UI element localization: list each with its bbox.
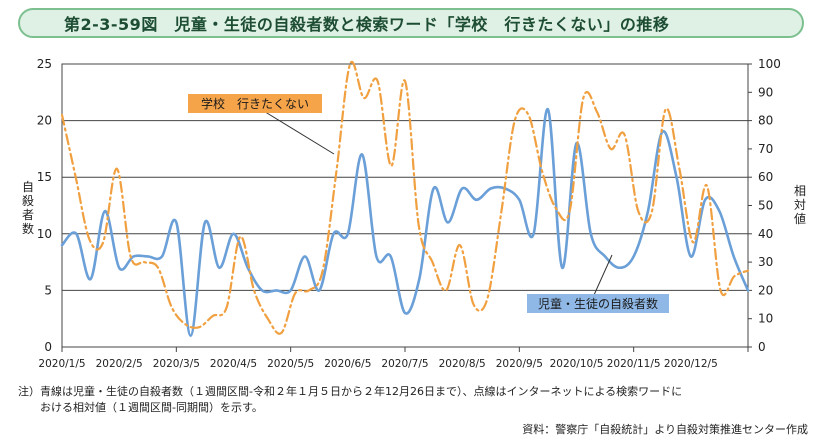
y2-tick-label: 10 <box>758 312 773 326</box>
x-tick-label: 2020/11/5 <box>607 358 661 370</box>
x-tick-label: 2020/10/5 <box>550 358 604 370</box>
y-axis-title-char: 殺 <box>22 194 34 208</box>
x-tick-label: 2020/9/5 <box>496 358 543 370</box>
y-tick-label: 25 <box>37 57 52 71</box>
figure-title-bar: 第2-3-59図 児童・生徒の自殺者数と検索ワード「学校 行きたくない」の推移 <box>18 8 804 38</box>
y2-tick-label: 20 <box>758 283 773 297</box>
y-tick-label: 20 <box>37 114 52 128</box>
y2-tick-label: 100 <box>758 57 781 71</box>
line-chart: 0 5 10 15 20 25 0 10 20 30 40 50 60 70 80 90 100 2020/1/5… <box>22 57 806 370</box>
y2-tick-label: 60 <box>758 170 773 184</box>
x-tick-label: 2020/2/5 <box>96 358 143 370</box>
x-tick-label: 2020/4/5 <box>210 358 257 370</box>
y2-axis-title-char: 対 <box>794 198 806 212</box>
y-tick-label: 0 <box>44 340 52 354</box>
y2-tick-label: 30 <box>758 255 773 269</box>
y2-axis-title-char: 相 <box>794 184 806 198</box>
series-line-search-relative <box>60 60 750 335</box>
x-tick-label: 2020/8/5 <box>439 358 486 370</box>
x-tick-label: 2020/3/5 <box>153 358 200 370</box>
footnote-line-1: 青線は児童・生徒の自殺者数（１週間区間-令和２年１月５日から２年12月26日まで… <box>40 385 683 398</box>
x-tick-label: 2020/5/5 <box>267 358 314 370</box>
y2-tick-label: 0 <box>758 340 766 354</box>
annotation-leader <box>593 254 613 296</box>
footnote-line-2: おける相対値（１週間区間-同期間）を示す。 <box>40 401 263 414</box>
source-credit: 資料：警察庁「自殺統計」より自殺対策推進センター作成 <box>522 423 808 436</box>
annotation-leader <box>261 109 335 155</box>
x-tick-label: 2020/7/5 <box>381 358 428 370</box>
y2-tick-label: 70 <box>758 142 773 156</box>
y2-tick-label: 40 <box>758 227 773 241</box>
y-tick-label: 5 <box>44 283 52 297</box>
figure-title: 第2-3-59図 児童・生徒の自殺者数と検索ワード「学校 行きたくない」の推移 <box>64 15 670 34</box>
y2-tick-label: 80 <box>758 114 773 128</box>
annotation-label: 児童・生徒の自殺者数 <box>538 296 658 311</box>
y-tick-label: 10 <box>37 227 52 241</box>
x-tick-label: 2020/6/5 <box>324 358 371 370</box>
y-tick-label: 15 <box>37 170 52 184</box>
annotation-label: 学校 行きたくない <box>201 96 309 111</box>
footnote-marker: 注） <box>18 385 40 398</box>
y-axis-title-char: 者 <box>22 208 34 222</box>
annotation-box <box>188 94 322 113</box>
footnote: 注） 青線は児童・生徒の自殺者数（１週間区間-令和２年１月５日から２年12月26… <box>18 384 808 416</box>
x-tick-label: 2020/1/5 <box>38 358 85 370</box>
y2-tick-label: 90 <box>758 85 773 99</box>
y-axis-title-char: 数 <box>22 221 34 236</box>
x-tick-label: 2020/12/5 <box>664 358 718 370</box>
series-line-suicides <box>60 107 750 337</box>
y2-tick-label: 50 <box>758 199 773 213</box>
y2-axis-title-char: 値 <box>794 211 806 226</box>
y-axis-title-char: 自 <box>22 180 34 194</box>
annotation-box <box>527 294 669 313</box>
